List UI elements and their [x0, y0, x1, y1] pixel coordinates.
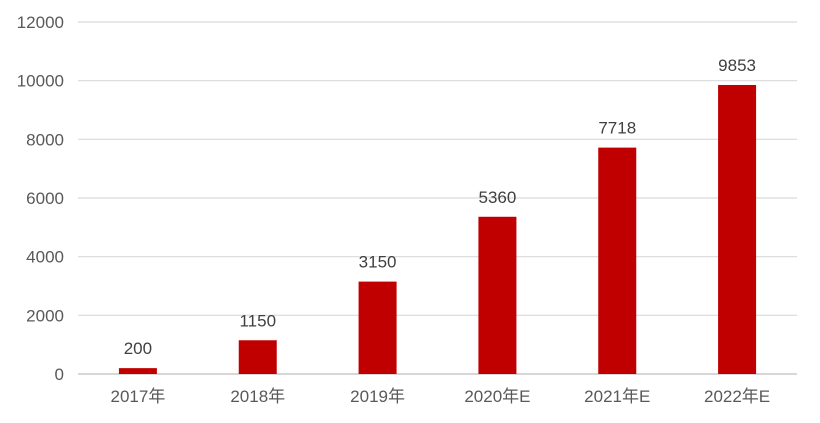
bar — [598, 147, 637, 374]
y-tick-label: 10000 — [17, 72, 64, 91]
bar — [358, 281, 397, 374]
bar — [718, 84, 757, 374]
bar — [478, 216, 517, 374]
data-labels: 200 1150 3150 5360 7718 9853 — [124, 56, 756, 358]
data-label: 7718 — [598, 119, 636, 138]
y-tick-label: 2000 — [26, 306, 64, 325]
bars — [118, 84, 757, 374]
y-tick-label: 0 — [55, 365, 64, 384]
grid-lines — [78, 21, 797, 375]
x-tick-label: 2017年 — [111, 387, 166, 406]
data-label: 1150 — [239, 311, 276, 330]
data-label: 9853 — [718, 56, 756, 75]
y-tick-label: 8000 — [26, 130, 64, 149]
data-label: 200 — [124, 339, 152, 358]
bar — [238, 340, 277, 374]
x-tick-label: 2018年 — [230, 387, 285, 406]
bar — [118, 368, 157, 374]
x-tick-label: 2022年E — [704, 387, 770, 406]
x-tick-label: 2021年E — [584, 387, 650, 406]
data-label: 3150 — [359, 253, 397, 272]
y-tick-label: 4000 — [26, 248, 64, 267]
y-tick-label: 12000 — [17, 13, 64, 32]
x-tick-label: 2019年 — [350, 387, 405, 406]
x-axis-tick-labels: 2017年 2018年 2019年 2020年E 2021年E 2022年E — [111, 387, 771, 406]
y-axis-tick-labels: 0 2000 4000 6000 8000 10000 12000 — [17, 13, 64, 384]
y-tick-label: 6000 — [26, 189, 64, 208]
x-tick-label: 2020年E — [464, 387, 530, 406]
data-label: 5360 — [479, 188, 517, 207]
